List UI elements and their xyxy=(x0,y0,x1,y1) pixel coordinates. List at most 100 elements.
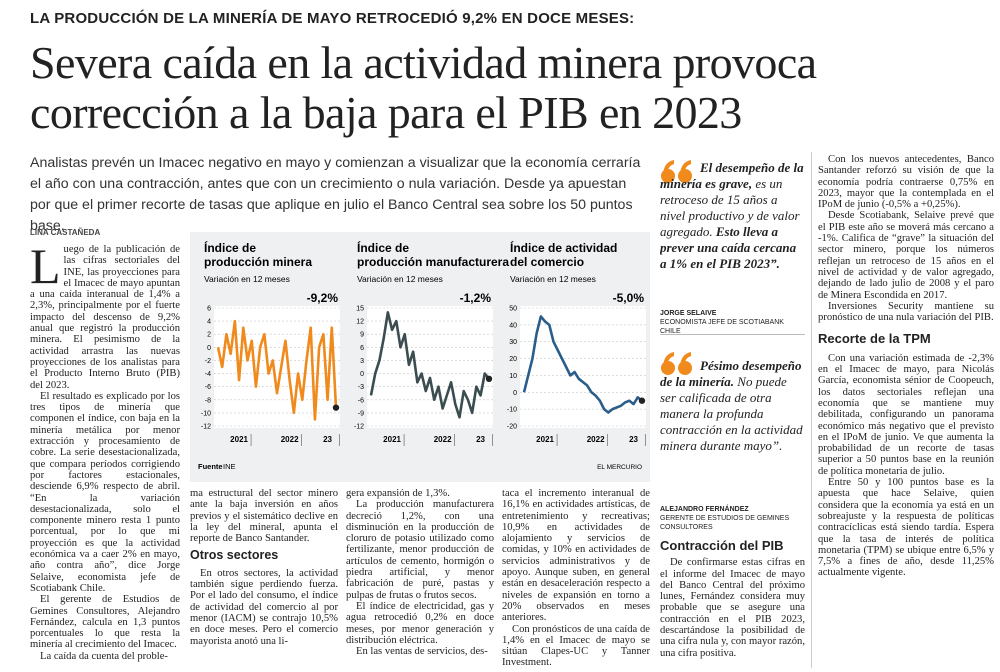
plot-area xyxy=(520,306,646,428)
paragraph: Inversiones Security mantiene su pronóst… xyxy=(818,300,994,324)
x-tick-label: 23 xyxy=(323,435,332,444)
x-tick-label: 2022 xyxy=(281,435,299,444)
quote-part: No puede ser calificada de otra manera l… xyxy=(660,374,803,453)
paragraph: De confirmarse estas cifras en el inform… xyxy=(660,557,805,659)
y-tick-label: 0 xyxy=(360,371,364,378)
y-tick-label: -10 xyxy=(201,410,211,417)
x-tick-label: 23 xyxy=(476,435,485,444)
chart-title: Índice de producción minera xyxy=(204,240,312,269)
paragraph: La producción manufacturera decreció 1,2… xyxy=(346,499,494,601)
y-tick-label: -6 xyxy=(205,384,211,391)
y-tick-label: 0 xyxy=(513,390,517,397)
source-name: INE xyxy=(223,462,236,471)
paragraph: taca el incremento interanual de 16,1% e… xyxy=(502,488,650,624)
rule xyxy=(660,334,805,335)
x-tick-label: 2021 xyxy=(536,435,554,444)
paragraph: Con pronósticos de una caída de 1,4% en … xyxy=(502,623,650,668)
quote-icon xyxy=(661,352,692,375)
x-tick-label: 2021 xyxy=(383,435,401,444)
quote-name: JORGE SELAIVE xyxy=(660,310,717,317)
quote-name: ALEJANDRO FERNÁNDEZ xyxy=(660,506,749,513)
subheading: Recorte de la TPM xyxy=(818,331,931,347)
y-tick-label: 6 xyxy=(360,345,364,352)
paragraph: Desde Scotiabank, Selaive prevé que el P… xyxy=(818,210,994,301)
chart-subtitle: Variación en 12 meses xyxy=(510,274,596,284)
y-tick-label: -10 xyxy=(507,407,517,414)
line xyxy=(216,319,338,421)
y-tick-label: 3 xyxy=(360,358,364,365)
y-tick-label: -2 xyxy=(205,358,211,365)
y-tick-label: 2 xyxy=(207,332,211,339)
x-tick-label: 23 xyxy=(629,435,638,444)
quote-part: Esto lleva a prever una caída cercana a … xyxy=(660,224,797,271)
x-tick-label: 2022 xyxy=(434,435,452,444)
paragraph: En otros sectores, la actividad también … xyxy=(190,567,338,647)
end-point xyxy=(485,375,493,382)
column: taca el incremento interanual de 16,1% e… xyxy=(502,488,650,668)
paragraph: Con una variación estimada de -2,3% en e… xyxy=(818,352,994,477)
byline: LINA CASTAÑEDA xyxy=(30,228,101,237)
quote-part: es un retroceso de 15 años a nivel produ… xyxy=(660,176,800,239)
column: gera expansión de 1,3%. La producción ma… xyxy=(346,488,494,668)
y-tick-label: 0 xyxy=(207,345,211,352)
column: Luego de la publicación de las cifras se… xyxy=(30,244,180,668)
line xyxy=(369,311,491,419)
quote-part: Pésimo desempeño de la minería. xyxy=(660,358,802,389)
y-tick-label: 20 xyxy=(509,356,517,363)
kicker: LA PRODUCCIÓN DE LA MINERÍA DE MAYO RETR… xyxy=(30,10,635,27)
end-point xyxy=(638,397,646,404)
y-tick-label: -3 xyxy=(358,384,364,391)
charts: Fuente INE EL MERCURIO Índice de producci… xyxy=(190,232,650,482)
source-label: Fuente xyxy=(198,462,223,471)
quote-icon xyxy=(661,160,692,183)
paragraph: El índice de electricidad, gas y agua re… xyxy=(346,600,494,646)
y-tick-label: 9 xyxy=(360,332,364,339)
chart-subtitle: Variación en 12 meses xyxy=(357,274,443,284)
y-tick-label: -20 xyxy=(507,424,517,431)
plot-area xyxy=(214,306,340,428)
paragraph: El resultado es explicado por los tres t… xyxy=(30,390,180,594)
paragraph: ma estructural del sector minero ante la… xyxy=(190,488,338,545)
y-tick-label: -8 xyxy=(205,397,211,404)
headline: Severa caída en la actividad minera prov… xyxy=(30,37,817,138)
quote: El desempeño de la minería es grave, es … xyxy=(660,160,805,272)
column: Con los nuevos antecedentes, Banco Santa… xyxy=(818,154,994,668)
subheading: Contracción del PIB xyxy=(660,540,784,553)
quote-role: ECONOMISTA JEFE DE SCOTIABANK CHILE xyxy=(660,319,784,335)
paragraph: En las ventas de servicios, des- xyxy=(356,646,488,658)
y-tick-label: -9 xyxy=(358,410,364,417)
chart-title: Índice de actividad del comercio xyxy=(510,240,617,269)
y-tick-label: -6 xyxy=(358,397,364,404)
end-point xyxy=(332,404,340,411)
chart-subtitle: Variación en 12 meses xyxy=(204,274,290,284)
y-tick-label: 12 xyxy=(356,319,364,326)
y-tick-label: 6 xyxy=(207,306,211,313)
y-tick-label: 4 xyxy=(207,319,211,326)
quote-part: El desempeño de la minería es grave, xyxy=(660,160,804,191)
paragraph: El gerente de Estudios de Gemines Consul… xyxy=(30,594,180,651)
annotation: -9,2% xyxy=(307,291,339,305)
column: ma estructural del sector minero ante la… xyxy=(190,488,338,668)
section: Contracción del PIB De confirmarse estas… xyxy=(660,540,805,668)
divider xyxy=(811,152,812,668)
paragraph: La caída da cuenta del proble- xyxy=(40,650,168,662)
quote-role: GERENTE DE ESTUDIOS DE GEMINES CONSULTOR… xyxy=(660,515,790,531)
y-tick-label: 50 xyxy=(509,306,517,313)
paragraph: Entre 50 y 100 puntos base es la apuesta… xyxy=(818,477,994,579)
y-tick-label: -12 xyxy=(354,424,364,431)
y-tick-label: -12 xyxy=(201,424,211,431)
y-tick-label: 10 xyxy=(509,373,517,380)
y-tick-label: -4 xyxy=(205,371,211,378)
lead: Analistas prevén un Imacec negativo en m… xyxy=(30,155,641,234)
annotation: -1,2% xyxy=(460,291,492,305)
credit: EL MERCURIO xyxy=(597,464,642,471)
annotation: -5,0% xyxy=(613,291,645,305)
y-tick-label: 40 xyxy=(509,322,517,329)
paragraph: Con los nuevos antecedentes, Banco Santa… xyxy=(818,154,994,211)
paragraph: Luego de la publicación de las cifras se… xyxy=(30,244,180,391)
chart-title: Índice de producción manufacturera xyxy=(357,240,509,269)
line xyxy=(522,315,643,414)
quote: Pésimo desempeño de la minería. No puede… xyxy=(660,358,805,454)
quotes-column: El desempeño de la minería es grave, es … xyxy=(660,152,805,668)
